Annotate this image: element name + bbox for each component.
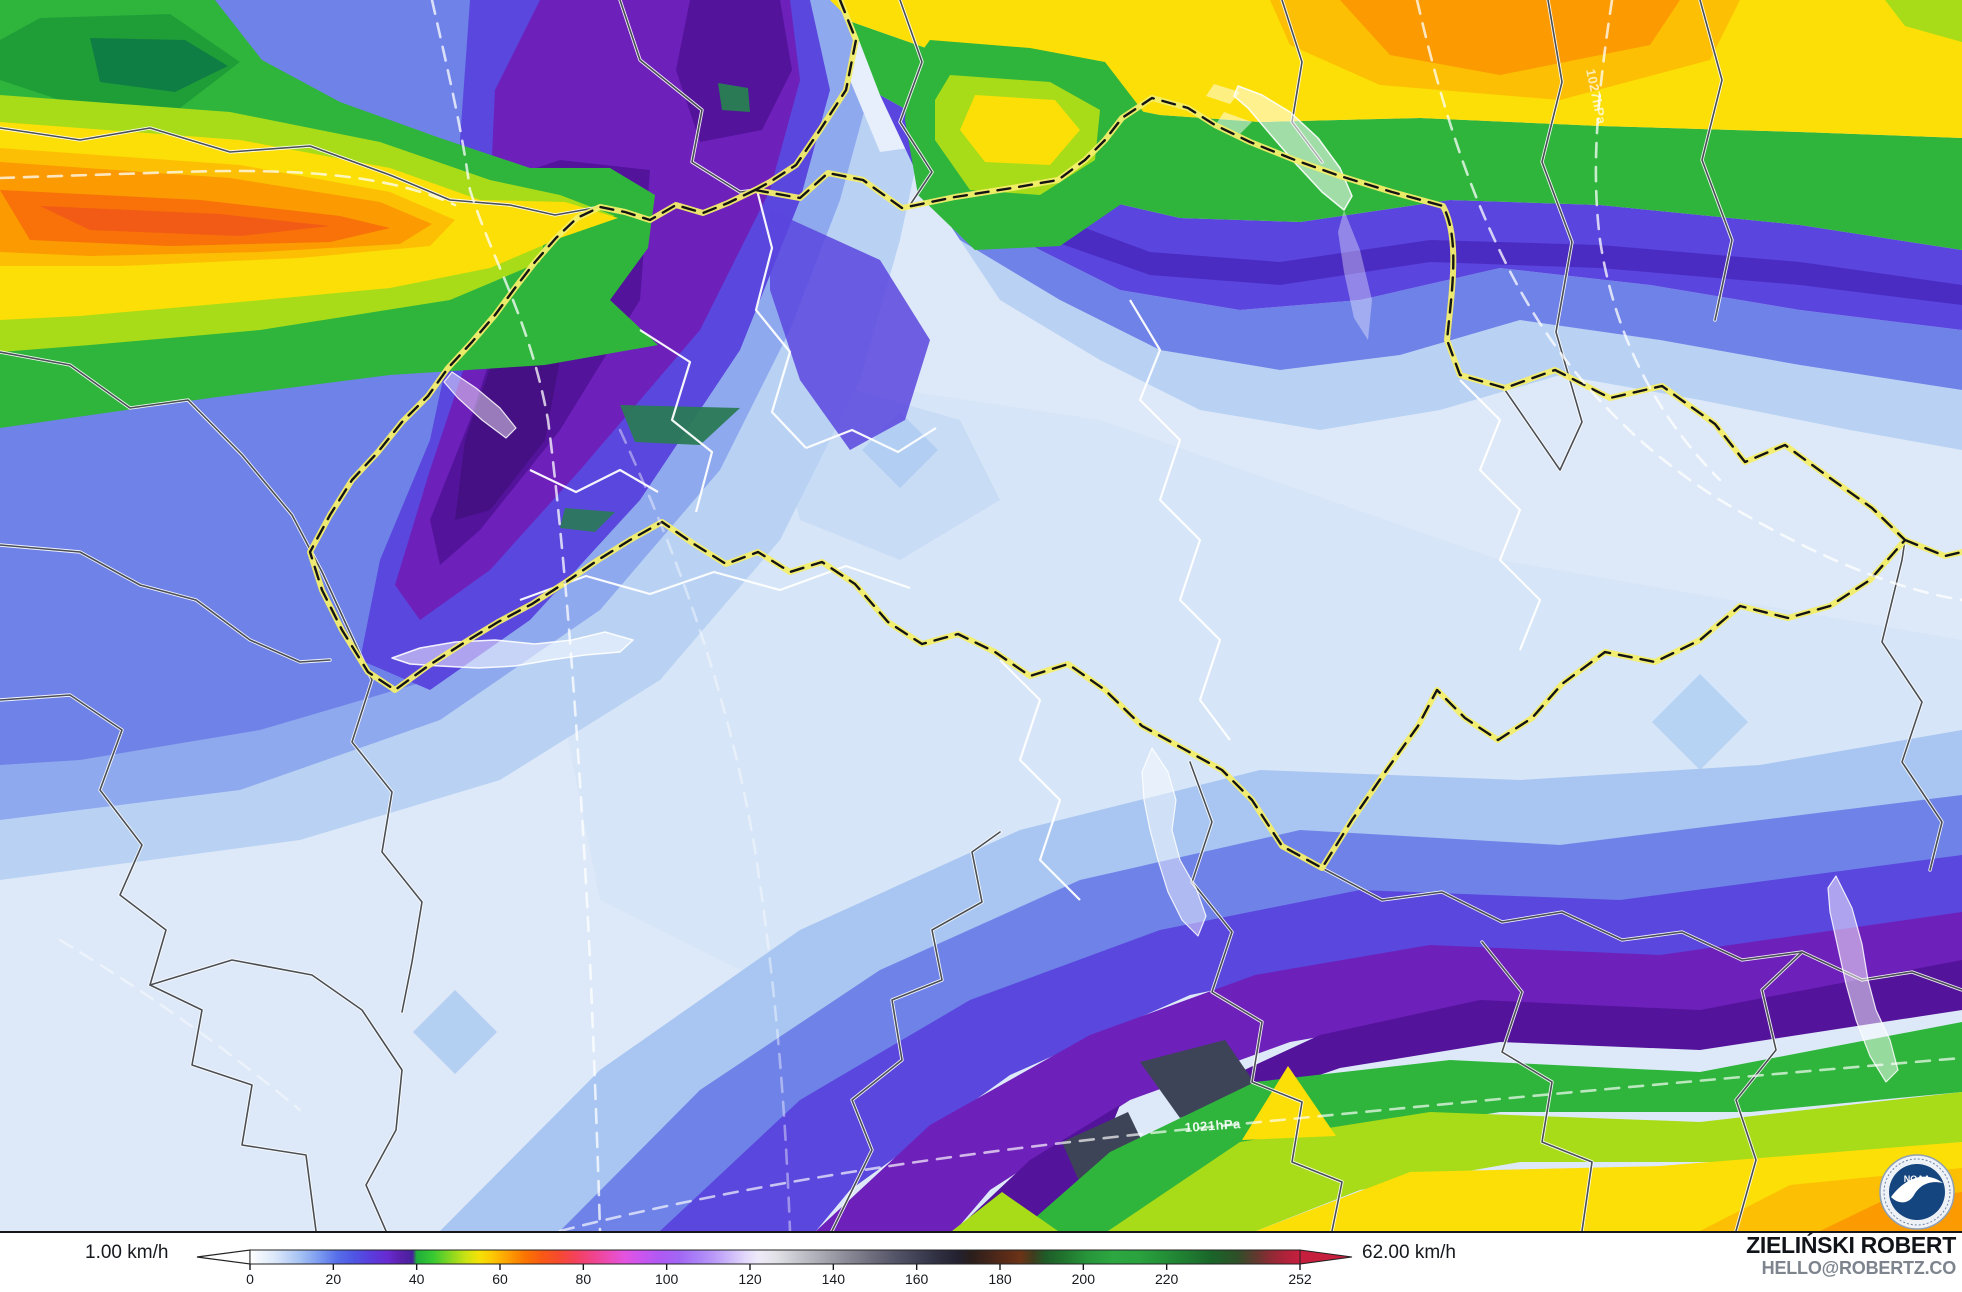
lake-garda (1827, 875, 1899, 1083)
noaa-seagull-icon (1891, 1176, 1943, 1203)
scale-min-label: 1.00 km/h (85, 1242, 169, 1263)
noaa-logo-text: NOAA (1904, 1174, 1931, 1184)
colorbar-left-arrow (196, 1249, 251, 1265)
regional-borders (0, 0, 1962, 1231)
colorbar-ticks: 0 20 40 60 80 100 120 140 160 180 200 220 252 (246, 1264, 1312, 1287)
tick-label: 140 (822, 1271, 846, 1287)
tick-label: 80 (576, 1271, 592, 1287)
tick-label: 200 (1072, 1271, 1096, 1287)
national-border (307, 0, 1962, 871)
tick-label: 120 (738, 1271, 762, 1287)
tick-label: 40 (409, 1271, 425, 1287)
tick-label: 252 (1288, 1271, 1312, 1287)
tick-label: 0 (246, 1271, 254, 1287)
tick-label: 20 (326, 1271, 342, 1287)
lake-geneva (391, 631, 634, 669)
colorbar-right-arrow (1299, 1249, 1353, 1265)
lake-constance (1233, 85, 1353, 211)
tick-label: 160 (905, 1271, 929, 1287)
credit-author: ZIELIŃSKI ROBERT (1746, 1232, 1956, 1258)
lake-neuchatel (443, 371, 517, 439)
tick-label: 100 (655, 1271, 679, 1287)
credit-email: HELLO@ROBERTZ.CO (1761, 1258, 1957, 1278)
canton-borders (519, 189, 1542, 901)
map-canvas: 1021hPa 1027hPa NOAA (0, 0, 1962, 1231)
lake-maggiore (1141, 747, 1207, 937)
noaa-logo: NOAA (1879, 1154, 1955, 1230)
tick-label: 180 (988, 1271, 1012, 1287)
tick-label: 60 (492, 1271, 508, 1287)
isobars (0, 0, 1962, 1231)
wind-speed-map: 1021hPa 1027hPa NOAA (0, 0, 1962, 1233)
scale-max-label: 62.00 km/h (1362, 1242, 1456, 1263)
lakes (391, 84, 1899, 1083)
legend-footer: 1.00 km/h 0 20 40 60 80 100 120 140 160 180 200 220… (0, 1232, 1962, 1287)
rhine-valley (1338, 210, 1372, 340)
tick-label: 220 (1155, 1271, 1179, 1287)
isobar-label-1021: 1021hPa (1184, 1116, 1241, 1135)
colorbar-gradient (249, 1249, 1301, 1265)
wind-field (0, 0, 1962, 1231)
colorbar: 0 20 40 60 80 100 120 140 160 180 200 220 252 (196, 1249, 1353, 1287)
